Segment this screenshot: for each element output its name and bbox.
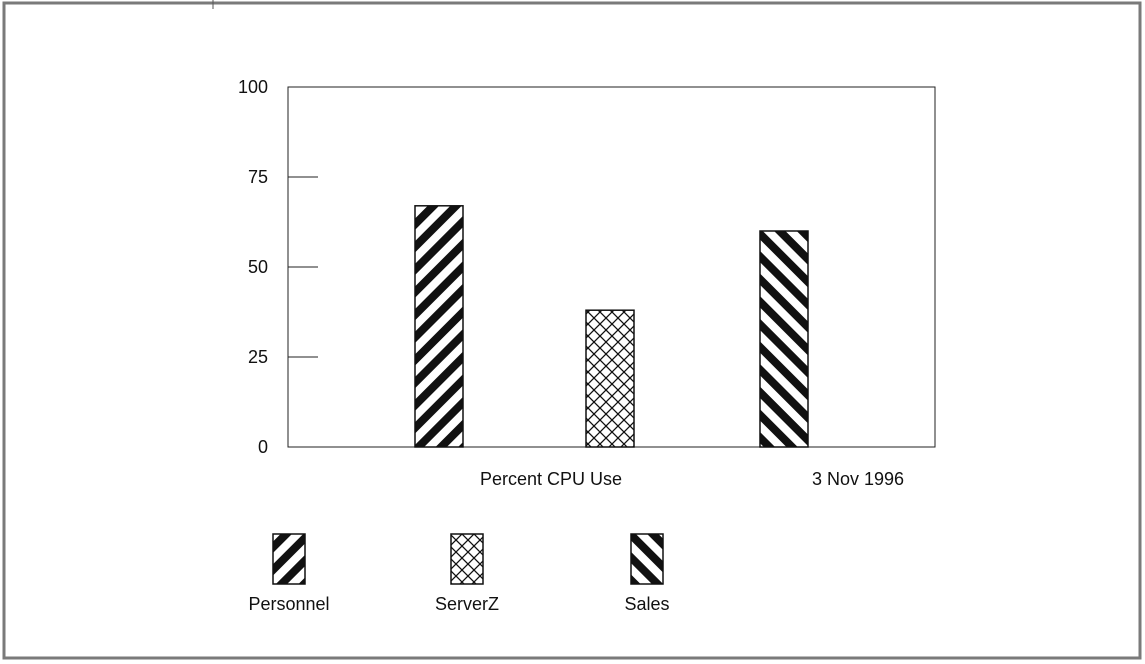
legend-label-serverz: ServerZ: [435, 594, 499, 614]
y-tick-label: 25: [248, 347, 268, 367]
legend-swatch-serverz: [450, 533, 484, 585]
y-tick-label: 75: [248, 167, 268, 187]
legend-label-sales: Sales: [624, 594, 669, 614]
date-annotation: 3 Nov 1996: [812, 469, 904, 489]
legend-swatch-personnel: [272, 533, 306, 585]
x-axis-label: Percent CPU Use: [480, 469, 622, 489]
bar-serverz: [585, 309, 635, 448]
y-tick-label: 100: [238, 77, 268, 97]
y-tick-label: 0: [258, 437, 268, 457]
bar-sales: [759, 230, 809, 448]
bar-personnel: [414, 205, 464, 448]
y-tick-label: 50: [248, 257, 268, 277]
legend-label-personnel: Personnel: [248, 594, 329, 614]
y-axis: 0 25 50 75 100: [238, 77, 318, 457]
bars: [414, 205, 809, 448]
legend: Personnel ServerZ Sales: [248, 533, 670, 614]
legend-swatch-sales: [630, 533, 664, 585]
